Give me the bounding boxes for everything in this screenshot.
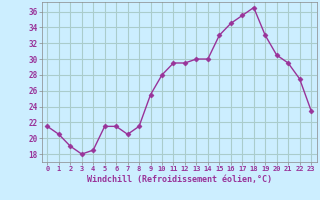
X-axis label: Windchill (Refroidissement éolien,°C): Windchill (Refroidissement éolien,°C)	[87, 175, 272, 184]
